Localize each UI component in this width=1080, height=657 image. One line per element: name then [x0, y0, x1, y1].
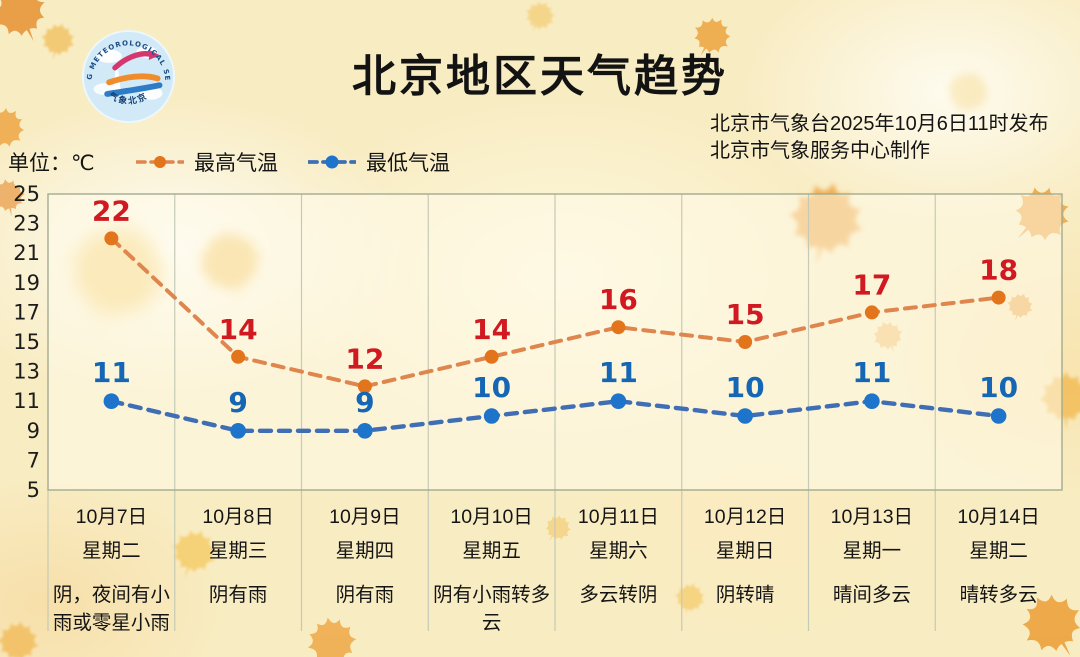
page-title: 北京地区天气趋势 — [352, 52, 728, 101]
min-temp-value-label: 10 — [472, 371, 511, 404]
max-temp-value-label: 15 — [726, 298, 765, 331]
min-temp-point — [610, 393, 627, 410]
day-weekday: 星期五 — [462, 540, 521, 562]
min-temp-point — [990, 408, 1007, 424]
logo-orange-swoosh — [106, 73, 161, 86]
day-weekday: 星期三 — [208, 540, 268, 562]
max-temp-point — [357, 379, 372, 394]
day-weekday: 星期日 — [715, 540, 775, 562]
max-temp-value-label: 12 — [345, 342, 384, 375]
y-axis-tick-label: 19 — [13, 271, 40, 295]
forecast-day-column: 10月12日 星期日 阴转晴 — [682, 498, 809, 637]
y-axis-tick-label: 7 — [27, 448, 40, 472]
forecast-day-table: 10月7日 星期二 阴，夜间有小雨或零星小雨 10月8日 星期三 阴有雨 10月… — [48, 498, 1062, 637]
max-temp-value-label: 22 — [92, 194, 131, 227]
legend-item-max-temp: 最高气温 — [136, 147, 278, 177]
forecast-day-column: 10月8日 星期三 阴有雨 — [175, 498, 302, 637]
min-temp-legend-marker-icon — [308, 155, 356, 169]
legend-item-min-temp: 最低气温 — [308, 147, 450, 177]
max-temp-point — [738, 335, 753, 349]
forecast-day-column: 10月11日 星期六 多云转阴 — [555, 498, 682, 637]
min-temp-value-label: 10 — [726, 371, 765, 404]
day-weekday: 星期六 — [589, 540, 648, 562]
day-weekday: 星期一 — [842, 540, 902, 562]
y-axis-tick-label: 15 — [13, 330, 40, 354]
y-axis-tick-label: 21 — [13, 241, 40, 265]
min-temp-value-label: 9 — [228, 386, 247, 419]
min-temp-point — [103, 393, 120, 410]
max-temp-point — [864, 305, 879, 320]
chart-legend: 最高气温 最低气温 — [136, 147, 450, 177]
y-axis-tick-label: 17 — [13, 300, 40, 324]
plot-border — [47, 193, 1063, 491]
y-axis-tick-label: 9 — [27, 419, 40, 443]
day-weather: 多云转阴 — [579, 584, 658, 606]
day-weekday: 星期二 — [969, 540, 1028, 562]
forecast-day-column: 10月13日 星期一 晴间多云 — [809, 498, 936, 637]
max-temp-point — [484, 349, 499, 364]
min-temp-point — [230, 423, 246, 439]
publisher-line-2: 北京市气象服务中心制作 — [710, 140, 930, 162]
forecast-day-column: 10月14日 星期二 晴转多云 — [935, 498, 1062, 637]
y-axis-tick-label: 25 — [13, 182, 40, 206]
beijing-meteorological-service-logo: BEIJING METEOROLOGICAL SERVICE 气象北京 — [80, 28, 176, 124]
publisher-line-1: 北京市气象台2025年10月6日11时发布 — [710, 113, 1049, 135]
day-date: 10月13日 — [830, 506, 914, 528]
day-date: 10月8日 — [202, 506, 274, 528]
min-temp-point — [483, 408, 500, 424]
min-temp-value-label: 9 — [355, 386, 374, 419]
max-temp-point — [611, 320, 626, 335]
publisher-info: 北京市气象台2025年10月6日11时发布 北京市气象服务中心制作 — [710, 111, 1049, 165]
day-weekday: 星期四 — [335, 540, 395, 562]
day-weather: 晴间多云 — [832, 584, 911, 606]
day-weekday: 星期二 — [82, 540, 141, 562]
y-axis-tick-label: 23 — [13, 212, 40, 236]
min-temp-value-label: 11 — [92, 356, 131, 389]
max-temp-value-label: 14 — [472, 313, 511, 346]
forecast-day-column: 10月7日 星期二 阴，夜间有小雨或零星小雨 — [48, 498, 175, 637]
min-temp-point — [737, 408, 753, 424]
min-temp-line — [109, 398, 1001, 433]
day-date: 10月7日 — [75, 506, 148, 528]
min-temp-value-label: 11 — [599, 356, 638, 389]
day-weather: 阴，夜间有小雨或零星小雨 — [52, 584, 170, 634]
day-weather: 阴有雨 — [208, 584, 268, 606]
max-temp-value-label: 14 — [219, 313, 258, 346]
day-date: 10月10日 — [450, 506, 533, 528]
day-date: 10月12日 — [703, 506, 787, 528]
max-temp-value-label: 16 — [599, 283, 638, 316]
max-temp-point — [231, 349, 246, 364]
min-temp-point — [864, 393, 880, 410]
min-temp-point — [357, 423, 373, 439]
forecast-day-column: 10月10日 星期五 阴有小雨转多云 — [428, 498, 555, 637]
day-weather: 阴有小雨转多云 — [433, 584, 551, 634]
forecast-day-column: 10月9日 星期四 阴有雨 — [302, 498, 429, 637]
max-temp-legend-marker-icon — [136, 156, 184, 168]
legend-label-max-temp: 最高气温 — [194, 152, 278, 175]
day-date: 10月9日 — [329, 506, 401, 528]
day-weather: 阴有雨 — [335, 584, 395, 606]
max-temp-line — [109, 236, 1001, 389]
legend-label-min-temp: 最低气温 — [366, 152, 450, 175]
unit-label: 单位：℃ — [8, 152, 95, 175]
day-weather: 阴转晴 — [715, 584, 775, 606]
min-temp-value-label: 11 — [852, 356, 891, 389]
day-date: 10月14日 — [957, 506, 1040, 528]
y-axis-tick-label: 11 — [13, 389, 40, 413]
max-temp-value-label: 18 — [979, 254, 1018, 287]
max-temp-point — [104, 231, 119, 246]
max-temp-point — [991, 290, 1006, 305]
y-axis-tick-label: 13 — [13, 360, 40, 384]
day-weather: 晴转多云 — [959, 584, 1038, 606]
min-temp-value-label: 10 — [979, 371, 1018, 404]
max-temp-value-label: 17 — [852, 268, 891, 301]
day-date: 10月11日 — [577, 506, 659, 528]
logo-blue-swoosh — [104, 82, 163, 97]
y-axis-tick-label: 5 — [27, 478, 40, 502]
